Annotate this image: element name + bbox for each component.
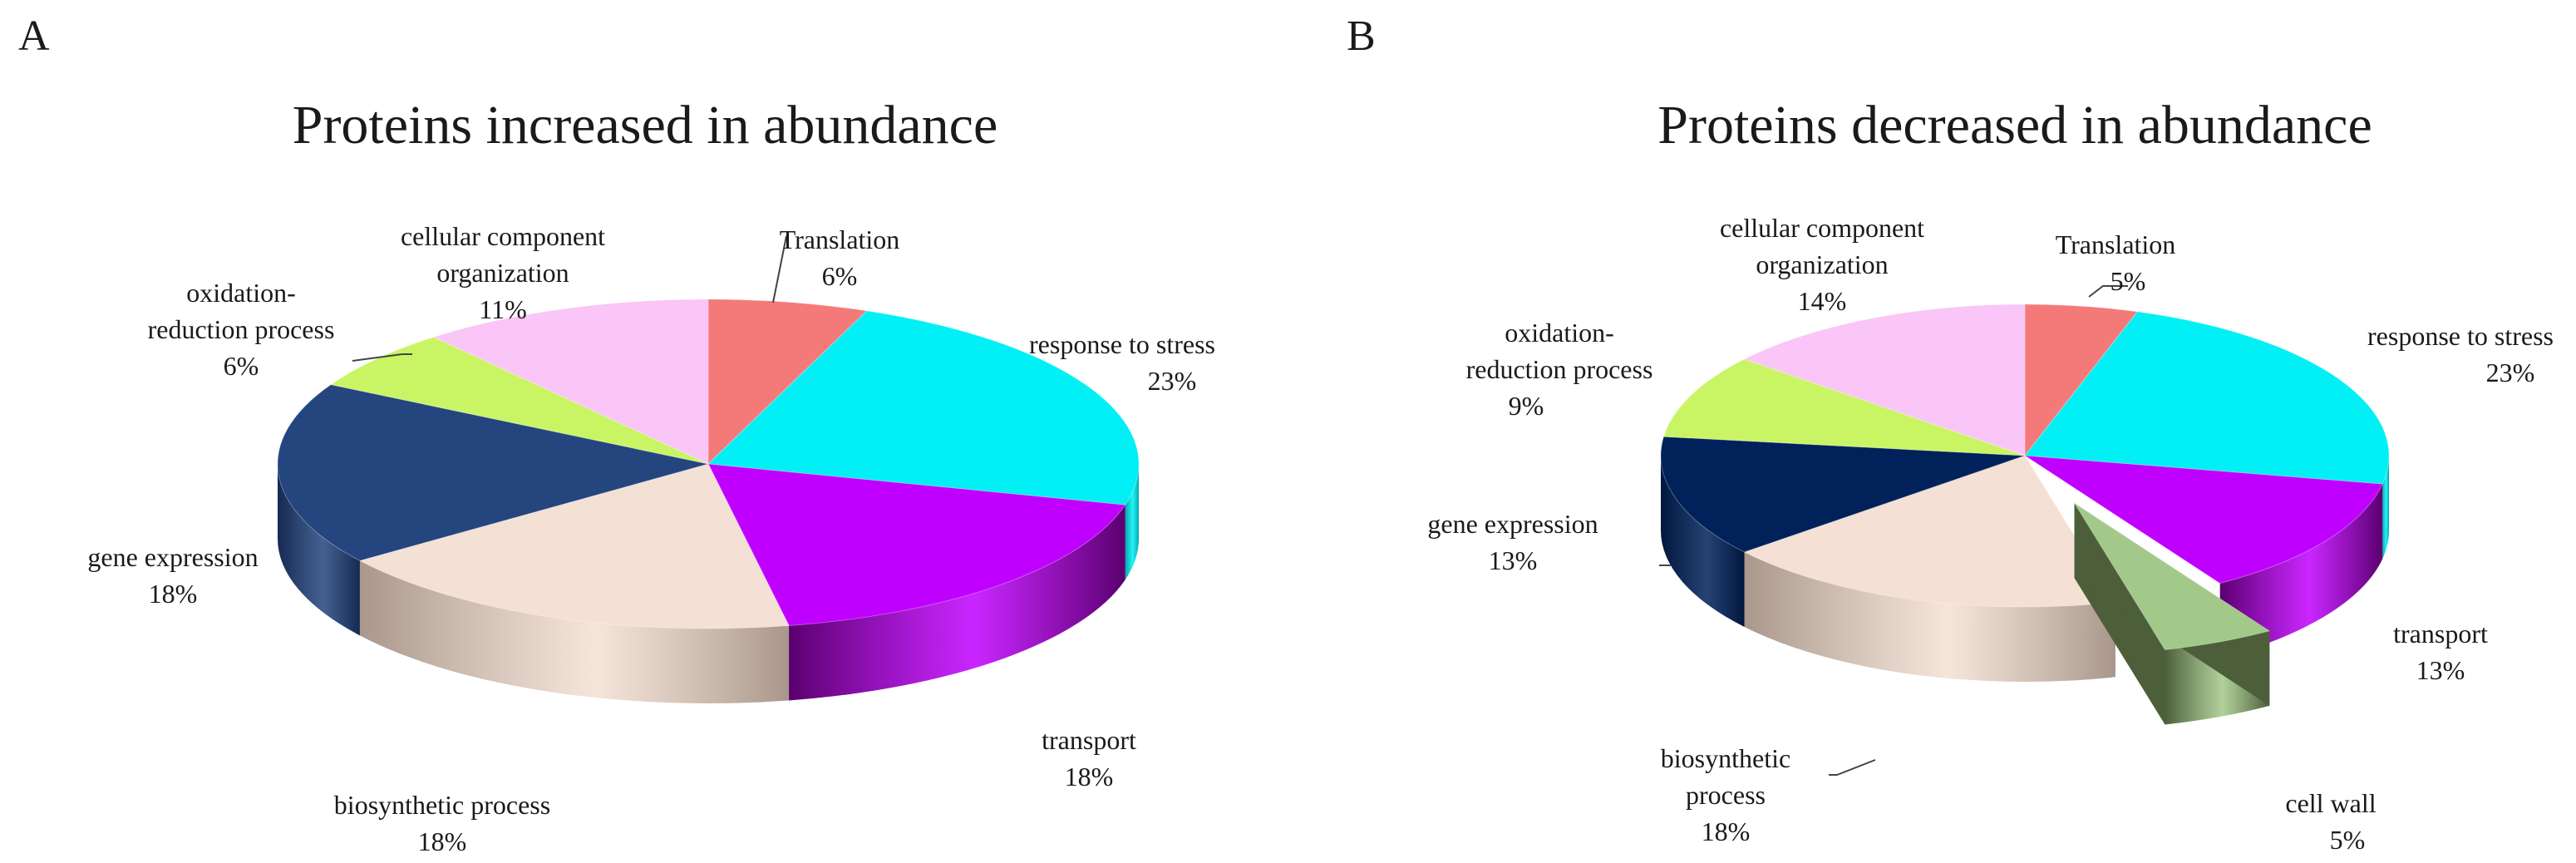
label-a-gene-expression-name: gene expression	[87, 542, 259, 572]
label-a-response-to-stress-pct: 23%	[1147, 366, 1197, 396]
slice-cell-wall-b	[2074, 502, 2271, 651]
label-b-biosynthetic: biosynthetic process 18%	[1661, 740, 1790, 850]
panel-letter-b: B	[1347, 12, 1376, 60]
slice-cellular-component-organization-b	[1743, 303, 2026, 456]
label-b-biosynthetic-line1: biosynthetic	[1660, 743, 1791, 773]
label-b-transport: transport 13%	[2393, 615, 2488, 688]
label-b-gene-expression-name: gene expression	[1427, 509, 1598, 539]
slice-oxidation-reduction-process-b	[1662, 358, 2026, 456]
label-a-oxidation-line2: reduction process	[147, 314, 335, 344]
label-a-transport-name: transport	[1042, 725, 1136, 755]
label-b-cell-wall-name: cell wall	[2285, 788, 2377, 818]
label-b-oxidation-line2: reduction process	[1465, 354, 1653, 384]
label-a-cellular: cellular component organization 11%	[401, 218, 605, 328]
slice-transport-b	[2024, 455, 2383, 584]
chart-title-a: Proteins increased in abundance	[292, 95, 998, 155]
label-b-transport-name: transport	[2393, 619, 2488, 648]
label-a-oxidation-pct: 6%	[223, 351, 259, 381]
label-a-oxidation-line1: oxidation-	[186, 278, 296, 308]
slice-response-to-stress-b	[2024, 311, 2390, 485]
label-b-oxidation-line1: oxidation-	[1505, 318, 1614, 348]
label-b-cell-wall-pct: 5%	[2329, 825, 2366, 855]
label-b-translation-pct: 5%	[2110, 266, 2146, 296]
label-a-gene-expression: gene expression 18%	[87, 539, 258, 612]
slice-biosynthetic-process-a	[358, 463, 790, 629]
leader-line-2	[2088, 285, 2128, 298]
label-b-oxidation: oxidation- reduction process 9%	[1466, 314, 1653, 424]
label-a-biosynthetic: biosynthetic process 18%	[334, 787, 550, 860]
label-b-cellular-line1: cellular component	[1719, 213, 1925, 243]
chart-title-b: Proteins decreased in abundance	[1657, 95, 2372, 155]
label-b-biosynthetic-line2: process	[1686, 780, 1766, 810]
label-b-gene-expression: gene expression 13%	[1427, 505, 1598, 579]
label-a-translation-pct: 6%	[821, 261, 858, 291]
label-b-response-to-stress-name: response to stress	[2367, 321, 2554, 351]
slice-translation-a	[707, 298, 868, 466]
label-b-biosynthetic-pct: 18%	[1701, 816, 1751, 846]
slice-side-response-to-stress-a	[1125, 464, 1139, 580]
slice-biosynthetic-process-b	[1743, 455, 2116, 608]
label-b-gene-expression-pct: 13%	[1488, 545, 1538, 575]
label-a-transport: transport 18%	[1042, 722, 1136, 795]
label-b-oxidation-pct: 9%	[1508, 391, 1544, 421]
label-a-biosynthetic-name: biosynthetic process	[333, 790, 551, 820]
label-a-oxidation: oxidation- reduction process 6%	[148, 274, 335, 384]
slice-side-response-to-stress-b	[2382, 456, 2389, 560]
label-b-cell-wall: cell wall 5%	[2285, 785, 2376, 858]
leader-line-0	[772, 235, 787, 303]
label-a-cellular-line2: organization	[436, 258, 569, 288]
label-b-cellular-line2: organization	[1756, 249, 1889, 279]
slice-side-transport-a	[789, 505, 1125, 701]
slice-side-gene-expression-b	[1661, 456, 1745, 628]
label-b-translation-name: Translation	[2055, 229, 2176, 259]
leader-line-1	[352, 353, 412, 362]
label-a-response-to-stress: response to stress 23%	[1029, 326, 1215, 399]
slice-gene-expression-b	[1660, 436, 2026, 553]
label-b-cellular-pct: 14%	[1797, 286, 1847, 316]
label-b-translation: Translation 5%	[2056, 226, 2176, 299]
slice-side-biosynthetic-process-a	[359, 560, 790, 703]
label-a-translation-name: Translation	[779, 224, 900, 254]
leader-line-4	[1829, 759, 1876, 776]
label-b-response-to-stress-pct: 23%	[2485, 358, 2535, 387]
slice-cellular-component-organization-a	[432, 298, 709, 465]
slice-side-gene-expression-a	[278, 464, 360, 636]
slice-side-biosynthetic-process-b	[1744, 552, 2115, 683]
slice-oxidation-reduction-process-a	[329, 336, 709, 465]
label-b-transport-pct: 13%	[2416, 655, 2465, 685]
slice-transport-a	[707, 463, 1126, 627]
pie-chart-b	[1660, 303, 2390, 725]
pie-chart-a	[277, 298, 1140, 703]
label-b-response-to-stress: response to stress 23%	[2367, 318, 2554, 391]
label-a-translation: Translation 6%	[780, 221, 900, 294]
label-a-cellular-line1: cellular component	[400, 221, 606, 251]
label-a-transport-pct: 18%	[1064, 762, 1114, 791]
label-a-cellular-pct: 11%	[479, 294, 527, 324]
label-b-cellular: cellular component organization 14%	[1720, 210, 1924, 319]
slice-translation-b	[2024, 303, 2139, 457]
label-a-response-to-stress-name: response to stress	[1029, 329, 1215, 359]
label-a-gene-expression-pct: 18%	[148, 579, 198, 609]
slice-response-to-stress-a	[707, 310, 1140, 505]
label-a-biosynthetic-pct: 18%	[417, 826, 467, 856]
slice-side-transport-b	[2219, 484, 2383, 658]
slice-gene-expression-a	[277, 384, 709, 561]
panel-letter-a: A	[18, 12, 50, 60]
